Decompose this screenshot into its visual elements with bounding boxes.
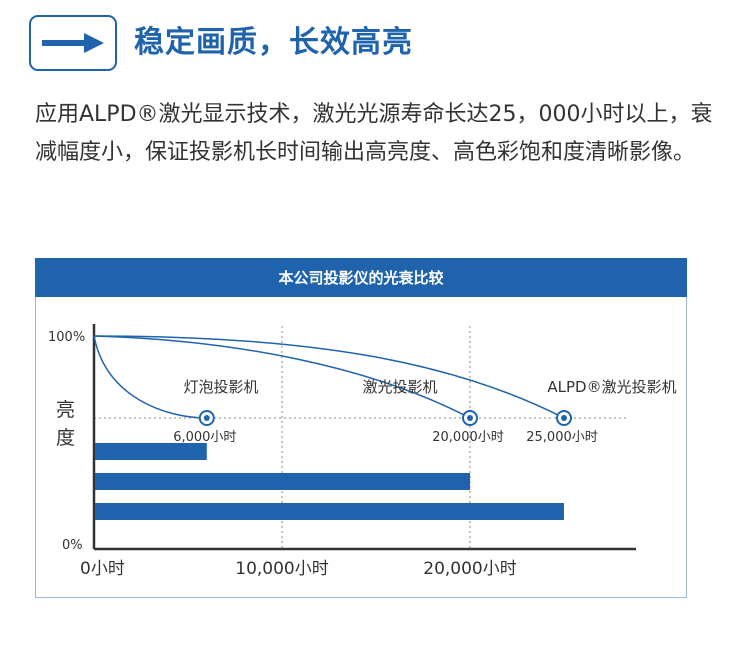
right-arrow-icon xyxy=(42,33,104,53)
series-name-1: 激光投影机 xyxy=(362,378,437,396)
page-title: 稳定画质，长效高亮 xyxy=(134,25,413,60)
decay-curve-1 xyxy=(93,335,471,419)
life-point-label-0: 6,000小时 xyxy=(173,430,236,445)
x-tick-label-0: 0小时 xyxy=(80,559,125,579)
series-name-2: ALPD®激光投影机 xyxy=(547,378,676,396)
decay-curve-2 xyxy=(93,335,565,419)
x-tick-label-2: 20,000小时 xyxy=(423,559,516,579)
chart-title: 本公司投影仪的光衰比较 xyxy=(35,258,687,297)
life-point-dot-2 xyxy=(561,415,567,421)
description-text: 应用ALPD®激光显示技术，激光光源寿命长达25，000小时以上，衰减幅度小，保… xyxy=(35,102,713,165)
bar-0 xyxy=(95,443,207,460)
y-tick-bottom: 0% xyxy=(62,538,83,553)
y-tick-top: 100% xyxy=(48,330,85,345)
decay-curve-0 xyxy=(93,335,207,419)
life-point-label-1: 20,000小时 xyxy=(432,430,504,445)
bar-2 xyxy=(95,503,564,520)
series-name-0: 灯泡投影机 xyxy=(183,378,258,396)
arrow-badge xyxy=(29,15,117,71)
chart-panel: 本公司投影仪的光衰比较 xyxy=(35,258,687,598)
life-point-label-2: 25,000小时 xyxy=(526,430,598,445)
y-axis-label-char-1: 度 xyxy=(56,427,75,449)
x-tick-label-1: 10,000小时 xyxy=(235,559,328,579)
life-point-dot-0 xyxy=(203,415,210,421)
life-point-dot-1 xyxy=(467,415,473,421)
y-axis-label-char-0: 亮 xyxy=(56,399,75,421)
bar-1 xyxy=(95,473,470,490)
